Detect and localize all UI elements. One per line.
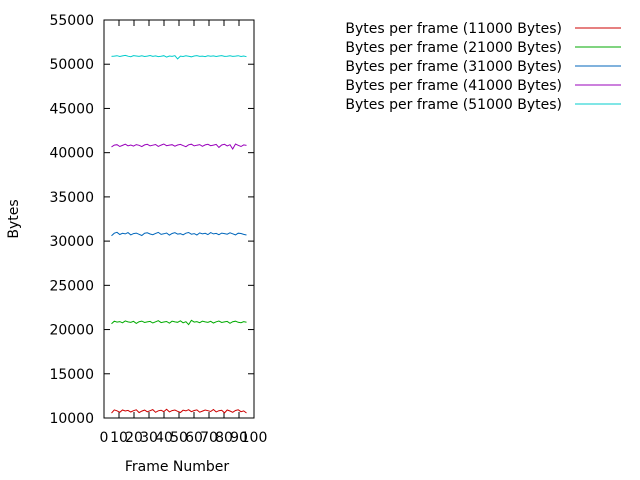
- x-tick-label: 100: [241, 430, 268, 446]
- y-tick-label: 40000: [49, 146, 94, 162]
- plot-border: [103, 19, 255, 419]
- tick-labels: 10000 15000 20000 25000 30000 35000 40000 45000…: [49, 13, 267, 446]
- plot-frame: [103, 19, 255, 419]
- x-tick-label: 70: [200, 430, 218, 446]
- y-tick-label: 25000: [49, 278, 94, 294]
- y-tick-label: 10000: [49, 411, 94, 427]
- series-line: [111, 408, 247, 414]
- y-tick-label: 45000: [49, 101, 94, 117]
- legend-label: Bytes per frame (21000 Bytes): [345, 40, 562, 56]
- y-tick-label: 50000: [49, 57, 94, 73]
- x-tick-label: 40: [155, 430, 173, 446]
- y-tick-label: 35000: [49, 190, 94, 206]
- x-tick-label: 10: [110, 430, 128, 446]
- x-tick-label: 80: [215, 430, 233, 446]
- y-tick-label: 15000: [49, 367, 94, 383]
- x-tick-label: 30: [140, 430, 158, 446]
- legend: Bytes per frame (11000 Bytes) Bytes per f…: [345, 21, 621, 113]
- x-tick-label: 0: [100, 430, 109, 446]
- x-tick-label: 90: [230, 430, 248, 446]
- x-axis-label: Frame Number: [125, 459, 230, 475]
- series-line: [111, 54, 247, 60]
- legend-label: Bytes per frame (51000 Bytes): [345, 97, 562, 113]
- legend-label: Bytes per frame (31000 Bytes): [345, 59, 562, 75]
- y-axis-label: Bytes: [6, 199, 22, 238]
- series-line: [111, 231, 247, 237]
- x-tick-label: 60: [185, 430, 203, 446]
- x-tick-label: 50: [170, 430, 188, 446]
- series-line: [111, 143, 247, 150]
- data-series: [111, 54, 247, 414]
- x-tick-label: 20: [125, 430, 143, 446]
- tick-marks: [103, 19, 255, 419]
- y-tick-label: 30000: [49, 234, 94, 250]
- y-tick-label: 20000: [49, 323, 94, 339]
- y-tick-label: 55000: [49, 13, 94, 29]
- legend-label: Bytes per frame (11000 Bytes): [345, 21, 562, 37]
- series-line: [111, 319, 247, 326]
- legend-label: Bytes per frame (41000 Bytes): [345, 78, 562, 94]
